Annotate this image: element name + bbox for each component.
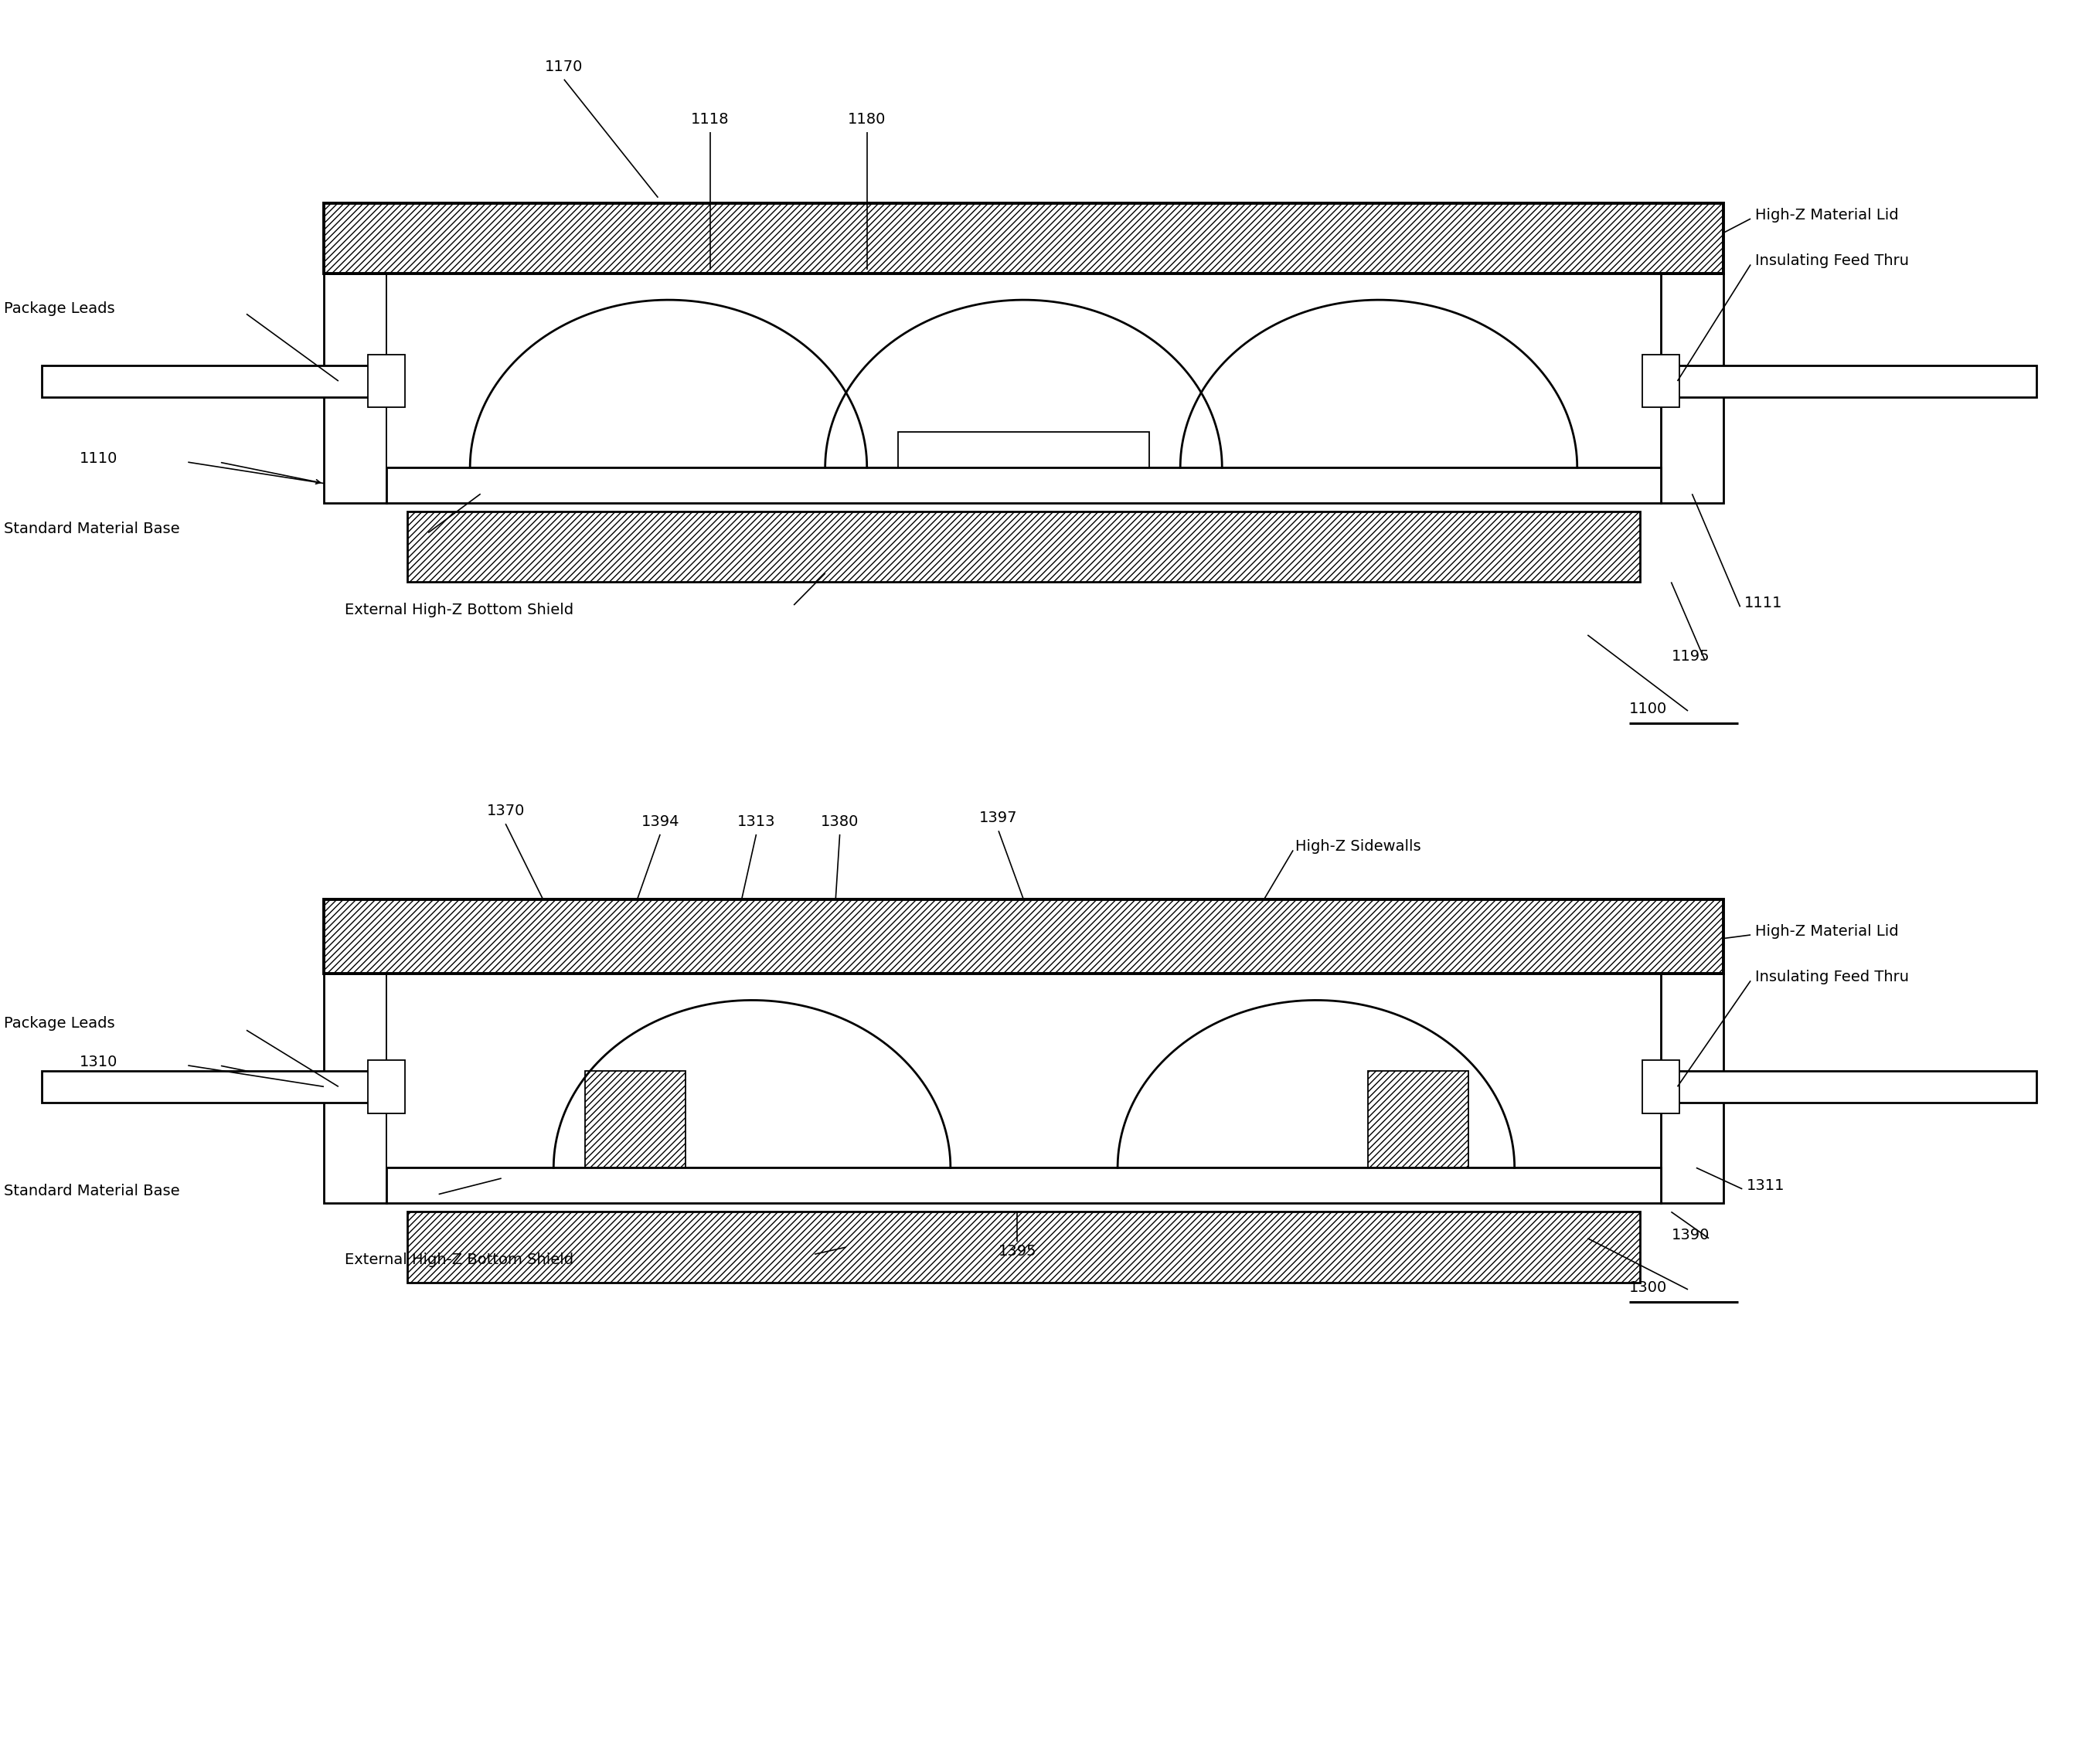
Bar: [1642, 1060, 1680, 1113]
Text: 1195: 1195: [1671, 649, 1709, 663]
Bar: [324, 273, 386, 503]
Text: 1111: 1111: [1744, 596, 1782, 610]
Bar: [42, 1071, 386, 1102]
Text: External High-Z Bottom Shield: External High-Z Bottom Shield: [345, 603, 574, 617]
Text: 1170: 1170: [545, 60, 583, 74]
Bar: [407, 1212, 1640, 1282]
Text: Insulating Feed Thru: Insulating Feed Thru: [1755, 254, 1909, 268]
Text: 1380: 1380: [821, 815, 859, 829]
Text: Package Leads: Package Leads: [4, 1016, 115, 1030]
Text: 1370: 1370: [487, 804, 524, 818]
Text: 1311: 1311: [1746, 1178, 1784, 1192]
Bar: [407, 512, 1640, 582]
Text: 1100: 1100: [1629, 702, 1667, 716]
Text: 1313: 1313: [737, 815, 775, 829]
Bar: [368, 1060, 405, 1113]
Bar: [324, 974, 386, 1203]
Text: External High-Z Bottom Shield: External High-Z Bottom Shield: [345, 1252, 574, 1267]
Bar: [386, 974, 1661, 1168]
Bar: [1661, 1071, 2037, 1102]
Bar: [1661, 365, 2037, 397]
Bar: [1642, 355, 1680, 407]
Text: High-Z Sidewalls: High-Z Sidewalls: [1295, 840, 1421, 854]
Bar: [386, 467, 1661, 503]
Bar: [1661, 273, 1723, 503]
Text: 1394: 1394: [641, 815, 679, 829]
Bar: [324, 203, 1723, 273]
Text: 1118: 1118: [691, 113, 729, 127]
Text: 1310: 1310: [79, 1055, 117, 1069]
Bar: [386, 273, 1661, 467]
Bar: [898, 432, 1149, 467]
Bar: [1368, 1071, 1469, 1168]
Text: Standard Material Base: Standard Material Base: [4, 1184, 180, 1198]
Text: Standard Material Base: Standard Material Base: [4, 522, 180, 536]
Text: High-Z Material Lid: High-Z Material Lid: [1755, 208, 1899, 222]
Text: 1300: 1300: [1629, 1281, 1667, 1295]
Text: Insulating Feed Thru: Insulating Feed Thru: [1755, 970, 1909, 984]
Bar: [368, 355, 405, 407]
Bar: [324, 900, 1723, 974]
Text: High-Z Material Lid: High-Z Material Lid: [1755, 924, 1899, 938]
Text: 1390: 1390: [1671, 1228, 1709, 1242]
Text: 1397: 1397: [980, 811, 1017, 826]
Text: 1395: 1395: [999, 1244, 1036, 1258]
Bar: [1661, 974, 1723, 1203]
Text: 1110: 1110: [79, 452, 117, 466]
Bar: [386, 1168, 1661, 1203]
Text: 1180: 1180: [848, 113, 886, 127]
Text: Package Leads: Package Leads: [4, 302, 115, 316]
Bar: [42, 365, 386, 397]
Bar: [585, 1071, 685, 1168]
